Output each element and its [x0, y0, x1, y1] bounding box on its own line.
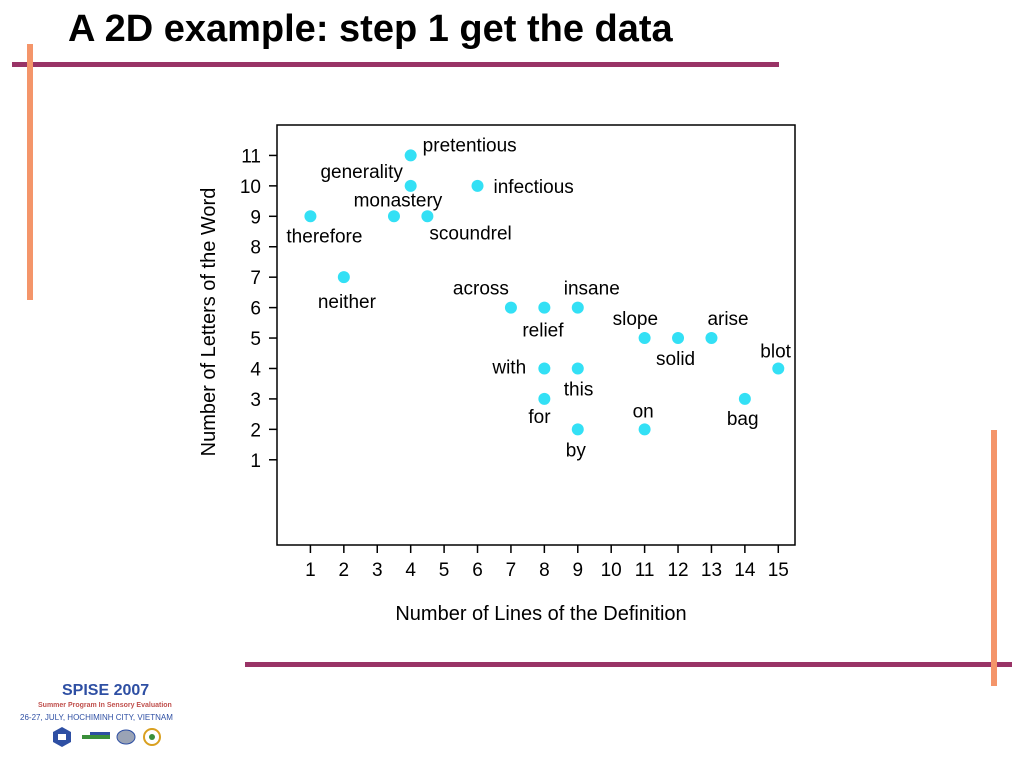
- x-tick-label: 10: [601, 560, 622, 581]
- y-axis-ticks: 1 2 3 4 5 6 7 8 9 10 11: [240, 146, 277, 472]
- x-tick-label: 6: [472, 560, 483, 581]
- data-point-label: this: [564, 379, 594, 400]
- y-tick-label: 11: [241, 146, 261, 167]
- data-point: [705, 332, 718, 345]
- x-axis-label: Number of Lines of the Definition: [395, 603, 686, 625]
- sponsor-logo-3: [116, 729, 136, 745]
- data-point: [738, 392, 751, 405]
- x-tick-label: 3: [372, 560, 383, 581]
- x-tick-label: 1: [305, 560, 316, 581]
- y-tick-label: 8: [250, 238, 261, 259]
- data-point: [404, 179, 417, 192]
- data-point: [571, 423, 584, 436]
- data-point-label: therefore: [286, 226, 362, 247]
- data-point: [471, 179, 484, 192]
- sponsor-logos: [53, 727, 161, 747]
- data-point-label: by: [566, 440, 587, 461]
- y-tick-label: 2: [250, 420, 261, 441]
- left-accent-bar: [27, 44, 33, 300]
- footer-subtitle: Summer Program In Sensory Evaluation: [38, 702, 172, 709]
- y-tick-label: 10: [240, 177, 261, 198]
- x-tick-label: 15: [768, 560, 789, 581]
- bottom-rule: [245, 662, 1012, 667]
- data-point: [772, 362, 785, 375]
- right-accent-bar: [991, 430, 997, 686]
- data-point-label: bag: [727, 409, 759, 430]
- data-point-label: generality: [320, 162, 403, 183]
- plot-frame: [276, 124, 796, 546]
- data-point-label: infectious: [494, 177, 574, 198]
- data-point: [337, 271, 350, 284]
- x-tick-label: 9: [572, 560, 583, 581]
- data-point-label: for: [528, 407, 551, 428]
- y-tick-label: 3: [250, 390, 261, 411]
- x-tick-label: 13: [701, 560, 722, 581]
- data-point: [538, 392, 551, 405]
- data-point-label: insane: [564, 279, 620, 300]
- data-point-label: slope: [613, 309, 658, 330]
- sponsor-logo-1: [53, 727, 71, 747]
- x-tick-label: 5: [439, 560, 450, 581]
- slide-title: A 2D example: step 1 get the data: [68, 8, 673, 50]
- y-tick-label: 1: [250, 451, 261, 472]
- x-axis-ticks: 1 2 3 4 5 6 7 8 9 10 11 12 13 14 15: [305, 545, 789, 581]
- data-point-label: solid: [656, 349, 695, 370]
- data-point-label: pretentious: [423, 135, 517, 156]
- x-tick-label: 8: [539, 560, 550, 581]
- data-points: pretentious generality infectious monastery…: [286, 135, 791, 461]
- data-point-label: across: [453, 279, 509, 300]
- data-point: [304, 210, 317, 223]
- data-point: [504, 301, 517, 314]
- data-point: [538, 301, 551, 314]
- x-tick-label: 12: [667, 560, 688, 581]
- x-tick-label: 7: [506, 560, 517, 581]
- data-point-label: neither: [318, 292, 377, 313]
- y-tick-label: 9: [250, 207, 261, 228]
- data-point: [538, 362, 551, 375]
- data-point: [571, 301, 584, 314]
- data-point-label: blot: [760, 341, 791, 362]
- data-point-label: with: [491, 357, 526, 378]
- data-point: [387, 210, 400, 223]
- data-point-label: monastery: [354, 190, 443, 211]
- data-point-label: on: [633, 401, 654, 422]
- y-axis-label: Number of Letters of the Word: [198, 188, 220, 457]
- x-tick-label: 14: [734, 560, 756, 581]
- footer-date-location: 26-27, JULY, HOCHIMINH CITY, VIETNAM: [20, 713, 173, 722]
- y-tick-label: 6: [250, 299, 261, 320]
- sponsor-logo-2: [82, 732, 110, 739]
- data-point: [421, 210, 434, 223]
- data-point: [571, 362, 584, 375]
- x-tick-label: 4: [405, 560, 416, 581]
- data-point: [638, 423, 651, 436]
- y-tick-label: 7: [250, 268, 261, 289]
- data-point: [638, 332, 651, 345]
- data-point-label: scoundrel: [429, 223, 511, 244]
- footer-event-title: SPISE 2007: [62, 682, 150, 699]
- data-point-label: arise: [707, 309, 748, 330]
- sponsor-logo-4: [143, 728, 161, 746]
- y-tick-label: 5: [250, 329, 261, 350]
- data-point: [672, 332, 685, 345]
- y-tick-label: 4: [250, 359, 261, 380]
- x-tick-label: 2: [339, 560, 350, 581]
- data-point: [404, 149, 417, 162]
- title-rule: [12, 62, 779, 67]
- data-point-label: relief: [522, 321, 564, 342]
- x-tick-label: 11: [635, 560, 655, 581]
